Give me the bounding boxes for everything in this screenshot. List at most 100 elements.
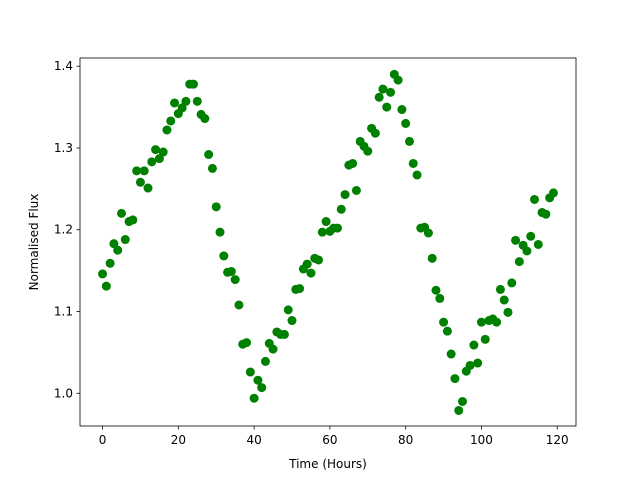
- point: [454, 405, 464, 415]
- point: [279, 329, 289, 339]
- point: [442, 326, 452, 336]
- point: [408, 158, 418, 168]
- plot-frame: [79, 57, 577, 427]
- point: [116, 208, 126, 218]
- x-tick-label: 80: [398, 433, 413, 447]
- point: [207, 163, 217, 173]
- point: [435, 293, 445, 303]
- x-tick-label: 60: [322, 433, 337, 447]
- point: [446, 349, 456, 359]
- point: [511, 235, 521, 245]
- point: [530, 194, 540, 204]
- point: [393, 75, 403, 85]
- point: [226, 266, 236, 276]
- point: [317, 227, 327, 237]
- point: [499, 295, 509, 305]
- point: [249, 393, 259, 403]
- point: [98, 269, 108, 279]
- point: [287, 316, 297, 326]
- point: [473, 358, 483, 368]
- x-tick-label: 100: [470, 433, 493, 447]
- point: [351, 185, 361, 195]
- x-tick-label: 120: [546, 433, 569, 447]
- x-tick-label: 40: [246, 433, 261, 447]
- y-axis-label: Normalised Flux: [27, 194, 41, 291]
- y-tick-label: 1.2: [54, 223, 73, 237]
- y-tick-label: 1.4: [54, 59, 73, 73]
- point: [450, 374, 460, 384]
- point: [397, 105, 407, 115]
- point: [234, 300, 244, 310]
- point: [219, 251, 229, 261]
- point: [113, 245, 123, 255]
- point: [158, 147, 168, 157]
- point: [340, 190, 350, 200]
- point: [401, 118, 411, 128]
- point: [548, 188, 558, 198]
- point: [170, 98, 180, 108]
- point: [283, 305, 293, 315]
- point: [120, 235, 130, 245]
- point: [230, 275, 240, 285]
- point: [514, 257, 524, 267]
- point: [188, 79, 198, 89]
- x-tick-label: 0: [99, 433, 107, 447]
- point: [302, 259, 312, 269]
- point: [469, 340, 479, 350]
- point: [370, 128, 380, 138]
- point: [492, 317, 502, 327]
- point: [200, 114, 210, 124]
- point: [166, 116, 176, 126]
- point: [154, 154, 164, 164]
- y-tick-label: 1.3: [54, 141, 73, 155]
- point: [257, 383, 267, 393]
- point: [503, 307, 513, 317]
- point: [412, 170, 422, 180]
- point: [332, 223, 342, 233]
- point: [268, 344, 278, 354]
- point: [306, 268, 316, 278]
- point: [386, 87, 396, 97]
- point: [135, 177, 145, 187]
- point: [139, 166, 149, 176]
- point: [181, 96, 191, 106]
- point: [480, 334, 490, 344]
- point: [109, 239, 119, 249]
- point: [427, 253, 437, 263]
- point: [204, 149, 214, 159]
- point: [404, 136, 414, 146]
- point: [245, 367, 255, 377]
- point: [507, 278, 517, 288]
- point: [374, 92, 384, 102]
- point: [378, 84, 388, 94]
- point: [439, 317, 449, 327]
- point: [147, 157, 157, 167]
- x-axis-label: Time (Hours): [288, 457, 367, 471]
- point: [295, 284, 305, 294]
- point: [151, 145, 161, 155]
- point: [105, 258, 115, 268]
- point: [423, 228, 433, 238]
- point: [260, 356, 270, 366]
- point: [132, 166, 142, 176]
- point: [526, 231, 536, 241]
- point: [143, 183, 153, 193]
- point: [495, 284, 505, 294]
- point: [101, 281, 111, 291]
- point: [215, 227, 225, 237]
- point: [192, 96, 202, 106]
- point: [476, 317, 486, 327]
- point: [314, 255, 324, 265]
- point: [533, 239, 543, 249]
- point: [177, 103, 187, 113]
- point: [382, 102, 392, 112]
- point: [253, 375, 263, 385]
- point: [336, 204, 346, 214]
- x-tick-label: 20: [171, 433, 186, 447]
- point: [162, 125, 172, 135]
- point: [465, 360, 475, 370]
- point: [128, 215, 138, 225]
- y-tick-label: 1.1: [54, 305, 73, 319]
- point: [363, 146, 373, 156]
